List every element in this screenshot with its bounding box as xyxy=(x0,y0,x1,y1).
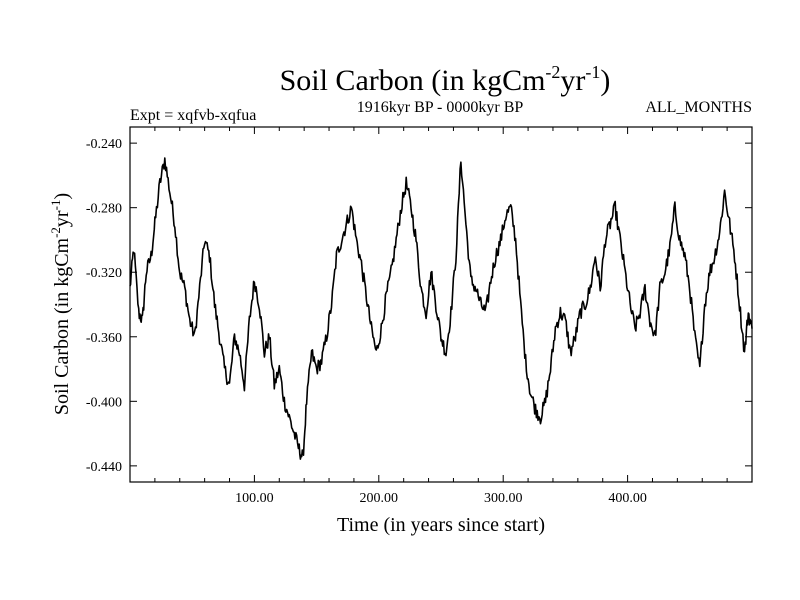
x-axis: 100.00 200.00 300.00 400.00 xyxy=(154,127,728,506)
x-tick-label-3: 400.00 xyxy=(608,491,647,506)
x-tick-label-0: 100.00 xyxy=(235,491,274,506)
months-label: ALL_MONTHS xyxy=(645,99,752,116)
y-axis: -0.240 -0.280 -0.320 -0.360 -0.400 -0.440 xyxy=(86,137,752,475)
expt-label: Expt = xqfvb-xqfua xyxy=(130,107,256,124)
plot-frame xyxy=(129,126,753,483)
x-tick-label-1: 200.00 xyxy=(360,491,399,506)
y-tick-label-1: -0.280 xyxy=(86,202,122,217)
y-tick-label-5: -0.440 xyxy=(86,460,122,475)
y-axis-label: Soil Carbon (in kgCm-2yr-1) xyxy=(48,193,73,415)
x-tick-label-2: 300.00 xyxy=(484,491,523,506)
x-axis-label: Time (in years since start) xyxy=(337,514,545,536)
y-tick-label-0: -0.240 xyxy=(86,137,122,152)
period-subtitle: 1916kyr BP - 0000kyr BP xyxy=(357,99,524,116)
y-tick-label-3: -0.360 xyxy=(86,331,122,346)
soil-carbon-series-line xyxy=(129,157,753,460)
chart-title: Soil Carbon (in kgCm-2yr-1) xyxy=(280,62,611,97)
y-tick-label-4: -0.400 xyxy=(86,395,122,410)
y-tick-label-2: -0.320 xyxy=(86,266,122,281)
